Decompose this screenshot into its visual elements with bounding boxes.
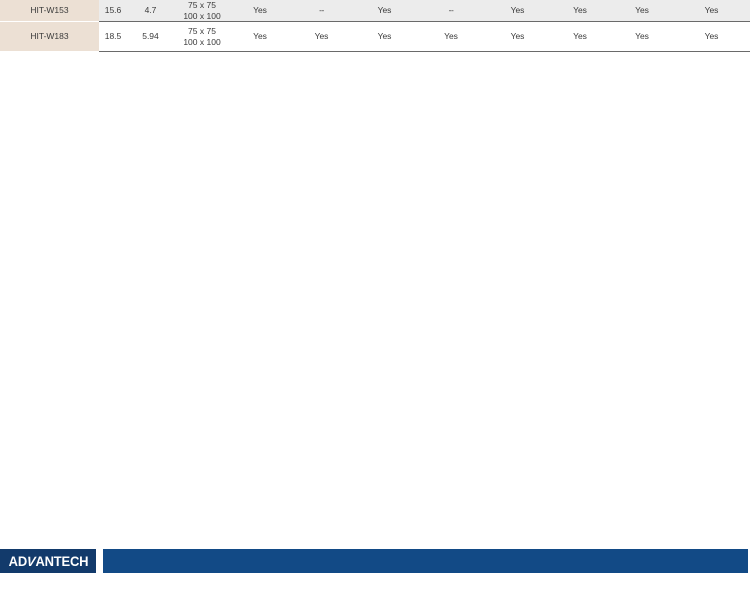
cell-feature-6: Yes: [549, 0, 611, 23]
logo-text-part3: ANTECH: [34, 553, 88, 569]
cell-feature-1: Yes: [230, 0, 290, 23]
cell-feature-4: --: [416, 0, 486, 23]
cell-feature-5: Yes: [486, 0, 549, 23]
logo-text-part1: AD: [8, 553, 27, 569]
cell-feature-6: Yes: [549, 21, 611, 53]
comparison-table: HIT-W153 15.6 4.7 75 x 75 100 x 100 Yes …: [0, 0, 750, 53]
vesa-line-2: 100 x 100: [183, 10, 221, 21]
cell-model: HIT-W183: [0, 21, 99, 53]
vesa-line-2: 100 x 100: [183, 36, 221, 47]
cell-feature-1: Yes: [230, 21, 290, 53]
advantech-logo-text: AD V ANTECH: [8, 554, 88, 569]
cell-vesa-mount: 75 x 75 100 x 100: [174, 0, 230, 23]
cell-feature-5: Yes: [486, 21, 549, 53]
cell-display-size: 18.5: [99, 21, 127, 53]
cell-feature-4: Yes: [416, 21, 486, 53]
cell-model: HIT-W153: [0, 0, 99, 23]
cell-display-size: 15.6: [99, 0, 127, 23]
cell-feature-7: Yes: [611, 21, 673, 53]
vesa-line-1: 75 x 75: [188, 0, 216, 10]
spec-comparison-table: HIT-W153 15.6 4.7 75 x 75 100 x 100 Yes …: [0, 0, 750, 53]
cell-weight: 5.94: [127, 21, 174, 53]
cell-feature-7: Yes: [611, 0, 673, 23]
table-row[interactable]: HIT-W153 15.6 4.7 75 x 75 100 x 100 Yes …: [0, 0, 750, 23]
advantech-logo: AD V ANTECH: [0, 549, 96, 573]
table-row[interactable]: HIT-W183 18.5 5.94 75 x 75 100 x 100 Yes…: [0, 21, 750, 53]
vesa-line-1: 75 x 75: [188, 26, 216, 37]
cell-feature-8: Yes: [673, 21, 750, 53]
page-footer: AD V ANTECH: [0, 549, 748, 573]
cell-weight: 4.7: [127, 0, 174, 23]
cell-feature-2: --: [290, 0, 353, 23]
cell-vesa-mount: 75 x 75 100 x 100: [174, 21, 230, 53]
footer-blue-bar: [103, 549, 748, 573]
cell-feature-8: Yes: [673, 0, 750, 23]
cell-feature-2: Yes: [290, 21, 353, 53]
cell-feature-3: Yes: [353, 0, 416, 23]
cell-feature-3: Yes: [353, 21, 416, 53]
